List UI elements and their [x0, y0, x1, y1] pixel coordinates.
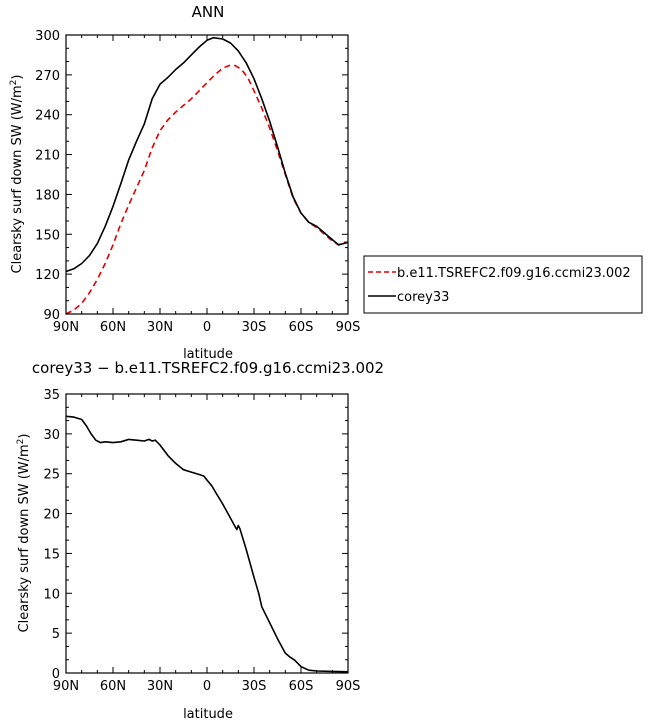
top-chart-title: ANN — [192, 3, 225, 21]
bottom-xtick-label: 30N — [147, 679, 173, 694]
top-chart: ANN 90N 60N 30N 0 30S 60S 90S 90 120 150 180 210 240… — [9, 3, 360, 362]
bottom-chart-series — [65, 415, 349, 673]
top-ytick-label: 300 — [35, 29, 60, 44]
top-ytick-label: 180 — [35, 188, 60, 203]
top-xtick-label: 30S — [242, 320, 267, 335]
top-series-line-1 — [65, 36, 349, 273]
top-chart-frame — [65, 34, 349, 315]
top-xtick-label: 0 — [203, 320, 211, 335]
top-chart-xlabel: latitude — [183, 347, 233, 362]
bottom-chart-frame — [65, 393, 349, 674]
legend-box — [363, 255, 643, 314]
top-ytick-label: 240 — [35, 109, 60, 124]
top-ytick-label: 270 — [35, 69, 60, 84]
bottom-ytick-label: 35 — [43, 388, 60, 403]
bottom-ytick-label: 10 — [43, 587, 60, 602]
bottom-series-line-0 — [65, 415, 349, 673]
bottom-ytick-label: 5 — [52, 627, 60, 642]
bottom-xtick-label: 30S — [242, 679, 267, 694]
bottom-xtick-label: 0 — [203, 679, 211, 694]
bottom-ytick-label: 15 — [43, 547, 60, 562]
top-ytick-label: 90 — [43, 308, 60, 323]
top-chart-ylabel: Clearsky surf down SW (W/m2) — [9, 75, 25, 274]
bottom-chart-title: corey33 − b.e11.TSREFC2.f09.g16.ccmi23.0… — [32, 359, 384, 377]
top-ytick-label: 150 — [35, 228, 60, 243]
bottom-xtick-label: 60N — [100, 679, 126, 694]
top-ytick-label: 120 — [35, 268, 60, 283]
bottom-xtick-label: 90S — [336, 679, 361, 694]
bottom-ytick-label: 25 — [43, 468, 60, 483]
top-xtick-label: 60N — [100, 320, 126, 335]
top-chart-ticks: 90N 60N 30N 0 30S 60S 90S 90 120 150 180 210 240 270 3… — [35, 29, 360, 335]
top-xtick-label: 90N — [53, 320, 79, 335]
top-xtick-label: 30N — [147, 320, 173, 335]
legend: b.e11.TSREFC2.f09.g16.ccmi23.002 corey33 — [363, 255, 643, 314]
top-chart-series — [65, 36, 349, 315]
top-ytick-label: 210 — [35, 149, 60, 164]
bottom-ytick-label: 20 — [43, 508, 60, 523]
bottom-chart: corey33 − b.e11.TSREFC2.f09.g16.ccmi23.0… — [16, 359, 384, 722]
legend-label-model: b.e11.TSREFC2.f09.g16.ccmi23.002 — [397, 266, 631, 281]
bottom-ytick-label: 30 — [43, 428, 60, 443]
bottom-xtick-label: 90N — [53, 679, 79, 694]
bottom-chart-ylabel: Clearsky surf down SW (W/m2) — [16, 434, 32, 633]
top-series-line-0 — [65, 64, 348, 315]
bottom-xtick-label: 60S — [289, 679, 314, 694]
top-xtick-label: 60S — [289, 320, 314, 335]
legend-label-corey33: corey33 — [397, 290, 449, 305]
bottom-chart-xlabel: latitude — [183, 707, 233, 722]
top-xtick-label: 90S — [336, 320, 361, 335]
bottom-chart-ticks: 90N 60N 30N 0 30S 60S 90S 0 5 10 15 20 25 30 35 — [43, 388, 360, 694]
bottom-ytick-label: 0 — [52, 667, 60, 682]
